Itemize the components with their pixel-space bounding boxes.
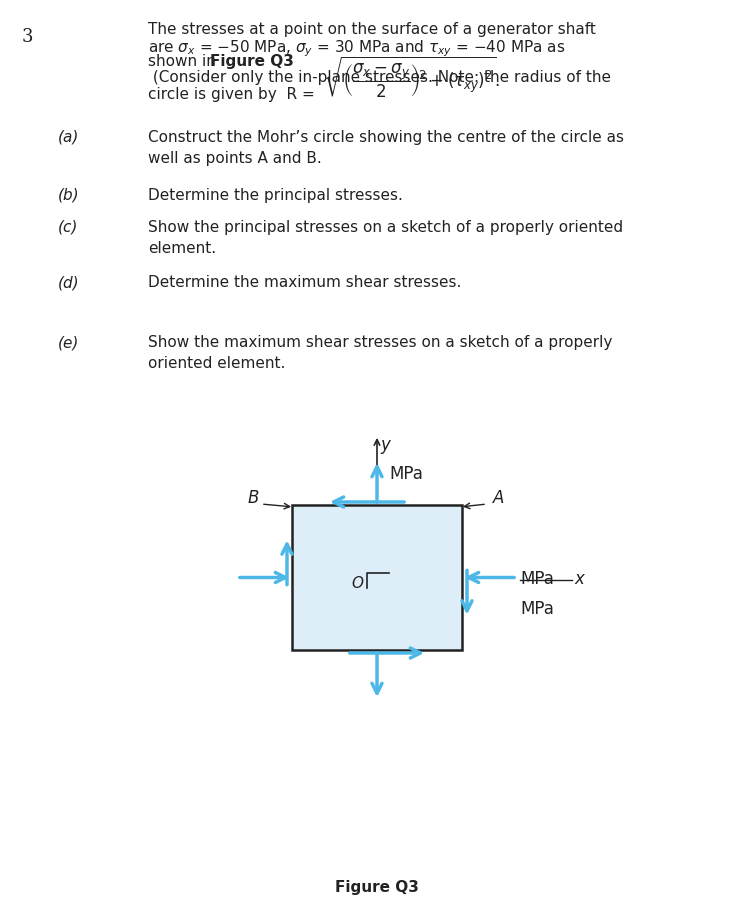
Text: $A$: $A$: [492, 490, 505, 507]
Text: $x$: $x$: [574, 571, 587, 588]
Text: Show the maximum shear stresses on a sketch of a properly
oriented element.: Show the maximum shear stresses on a ske…: [148, 335, 612, 371]
Text: Figure Q3: Figure Q3: [335, 880, 419, 895]
Text: circle is given by  R =: circle is given by R =: [148, 87, 320, 102]
Text: MPa: MPa: [520, 570, 554, 587]
Text: Construct the Mohr’s circle showing the centre of the circle as
well as points A: Construct the Mohr’s circle showing the …: [148, 130, 624, 166]
Text: (Consider only the in-plane stresses. Note: the radius of the: (Consider only the in-plane stresses. No…: [148, 70, 611, 85]
Text: (c): (c): [58, 220, 78, 235]
Text: Determine the principal stresses.: Determine the principal stresses.: [148, 188, 403, 203]
Text: Determine the maximum shear stresses.: Determine the maximum shear stresses.: [148, 275, 461, 290]
Text: are $\sigma_x$ = $-$50 MPa, $\sigma_y$ = 30 MPa and $\tau_{xy}$ = $-$40 MPa as: are $\sigma_x$ = $-$50 MPa, $\sigma_y$ =…: [148, 38, 566, 59]
Text: $B$: $B$: [247, 490, 259, 507]
Text: shown in: shown in: [148, 54, 221, 69]
Text: Figure Q3: Figure Q3: [210, 54, 294, 69]
Text: (b): (b): [58, 188, 80, 203]
Text: The stresses at a point on the surface of a generator shaft: The stresses at a point on the surface o…: [148, 22, 596, 37]
Text: $O$: $O$: [351, 574, 364, 591]
Text: (a): (a): [58, 130, 79, 145]
Text: $\sqrt{\left(\dfrac{\sigma_x-\sigma_y}{2}\right)^{\!2}+\left(\tau_{xy}\right)^{2: $\sqrt{\left(\dfrac{\sigma_x-\sigma_y}{2…: [323, 55, 500, 100]
Text: Show the principal stresses on a sketch of a properly oriented
element.: Show the principal stresses on a sketch …: [148, 220, 623, 256]
Text: MPa: MPa: [389, 465, 423, 483]
Text: (d): (d): [58, 275, 80, 290]
Text: $y$: $y$: [380, 438, 392, 456]
Text: 3: 3: [22, 28, 33, 46]
FancyBboxPatch shape: [292, 505, 462, 650]
Text: (e): (e): [58, 335, 79, 350]
Text: MPa: MPa: [520, 599, 554, 617]
